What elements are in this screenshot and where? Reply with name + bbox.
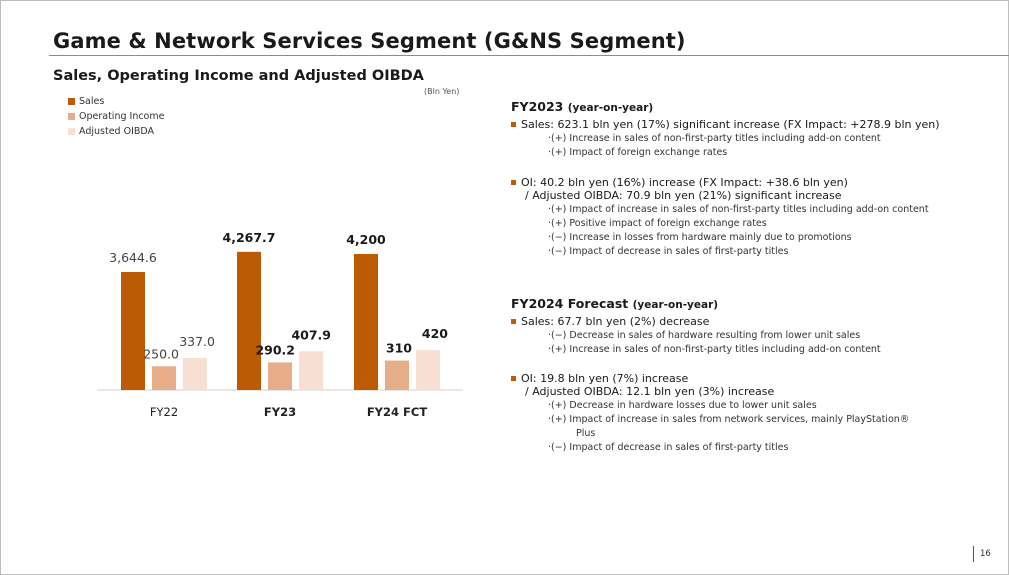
chart-legend: Sales Operating Income Adjusted OIBDA [68,94,164,139]
data-label-sales-fy24-fct: 4,200 [346,232,386,247]
fy2024-heading-text: FY2024 Forecast [511,296,629,311]
list-item: ·(+) Positive impact of foreign exchange… [548,218,767,229]
legend-label-adjusted-oibda: Adjusted OIBDA [79,126,155,137]
list-item: ·(+) Impact of foreign exchange rates [548,147,728,158]
bullet-square-icon [511,318,516,324]
legend-swatch-operating-income [68,113,75,120]
fy2024-oi-text: OI: 19.8 bln yen (7%) increase [521,372,689,385]
data-label-adjusted-oibda-fy22: 337.0 [179,334,215,349]
bar-sales-fy24-fct [354,254,378,390]
page-title: Game & Network Services Segment (G&NS Se… [53,29,686,53]
fy2023-oibda-text: / Adjusted OIBDA: 70.9 bln yen (21%) sig… [525,189,842,202]
list-item: ·(−) Increase in losses from hardware ma… [548,232,852,243]
legend-label-operating-income: Operating Income [79,111,165,122]
list-item: ·(+) Increase in sales of non-first-part… [548,344,881,355]
list-item: ·(+) Impact of increase in sales from ne… [548,414,910,425]
fy2023-oi-bullet: OI: 40.2 bln yen (16%) increase (FX Impa… [511,176,1006,189]
data-label-operating-income-fy24-fct: 310 [386,341,412,356]
fy2024-heading-suffix: (year-on-year) [632,299,719,311]
bar-sales-fy23 [237,251,261,390]
list-item: ·(−) Impact of decrease in sales of firs… [548,246,789,257]
legend-swatch-adjusted-oibda [68,128,75,135]
fy2024-sales-bullet: Sales: 67.7 bln yen (2%) decrease [511,315,1006,328]
fy2024-oibda-text: / Adjusted OIBDA: 12.1 bln yen (3%) incr… [525,385,775,398]
list-item: ·(−) Impact of decrease in sales of firs… [548,442,789,453]
data-label-operating-income-fy23: 290.2 [255,342,295,357]
data-label-sales-fy23: 4,267.7 [223,230,276,245]
bar-adjusted-oibda-fy24-fct [416,350,440,390]
bar-operating-income-fy22 [152,366,176,390]
category-label-fy23: FY23 [264,405,296,419]
page-number: 16 [973,546,991,562]
fy2023-heading-suffix: (year-on-year) [567,102,654,114]
data-label-adjusted-oibda-fy23: 407.9 [291,327,331,342]
legend-label-sales: Sales [79,96,105,107]
bar-adjusted-oibda-fy22 [183,358,207,390]
fy2023-oi-points: ·(+) Impact of increase in sales of non-… [548,203,1006,259]
data-label-sales-fy22: 3,644.6 [109,250,157,265]
bar-operating-income-fy23 [268,362,292,390]
fy2024-heading: FY2024 Forecast (year-on-year) [511,296,1006,311]
fy2023-heading: FY2023 (year-on-year) [511,99,1006,114]
fy2023-sales-points: ·(+) Increase in sales of non-first-part… [548,132,1006,160]
legend-swatch-sales [68,98,75,105]
list-item: ·(−) Decrease in sales of hardware resul… [548,330,861,341]
fy2023-sales-text: Sales: 623.1 bln yen (17%) significant i… [521,118,940,131]
list-item-continuation: Plus [576,428,596,439]
data-label-operating-income-fy22: 250.0 [143,346,179,361]
list-item: ·(+) Increase in sales of non-first-part… [548,133,881,144]
chart-subtitle: Sales, Operating Income and Adjusted OIB… [53,68,424,84]
fy2024-sales-points: ·(−) Decrease in sales of hardware resul… [548,329,1006,357]
data-label-adjusted-oibda-fy24-fct: 420 [422,326,448,341]
legend-item-operating-income: Operating Income [68,109,164,124]
fy2023-heading-text: FY2023 [511,99,564,114]
category-label-fy22: FY22 [150,405,178,419]
fy2023-sales-bullet: Sales: 623.1 bln yen (17%) significant i… [511,118,1006,131]
fy2024-oi-points: ·(+) Decrease in hardware losses due to … [548,399,1006,455]
legend-item-adjusted-oibda: Adjusted OIBDA [68,124,164,139]
list-item: ·(+) Decrease in hardware losses due to … [548,400,817,411]
bullet-square-icon [511,179,516,185]
bar-sales-fy22 [121,272,145,390]
fy2024-sales-text: Sales: 67.7 bln yen (2%) decrease [521,315,710,328]
fy2024-oi-bullet: OI: 19.8 bln yen (7%) increase [511,372,1006,385]
bar-operating-income-fy24-fct [385,360,409,390]
unit-label: (Bln Yen) [424,87,460,96]
commentary-panel: FY2023 (year-on-year) Sales: 623.1 bln y… [511,99,1006,455]
legend-item-sales: Sales [68,94,164,109]
bullet-square-icon [511,375,516,381]
bullet-square-icon [511,121,516,127]
title-divider [49,55,1009,56]
fy2023-oi-text: OI: 40.2 bln yen (16%) increase (FX Impa… [521,176,848,189]
bar-adjusted-oibda-fy23 [299,351,323,390]
category-label-fy24-fct: FY24 FCT [367,405,427,419]
list-item: ·(+) Impact of increase in sales of non-… [548,204,929,215]
